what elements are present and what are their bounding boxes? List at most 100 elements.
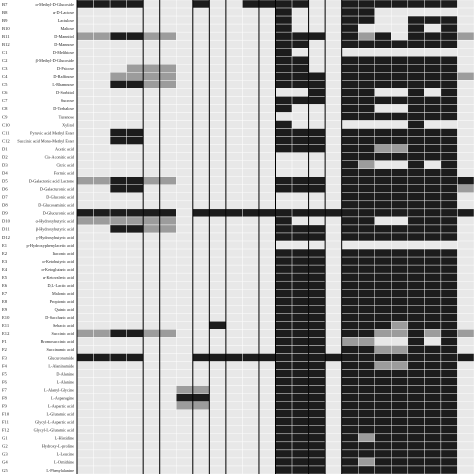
- heatmap-cell: [308, 465, 326, 474]
- heatmap-cell: [374, 7, 392, 17]
- heatmap-cell: [176, 176, 193, 185]
- heatmap-cell: [407, 232, 425, 242]
- heatmap-cell: [308, 104, 326, 113]
- heatmap-cell: [424, 80, 442, 89]
- heatmap-cell: [391, 48, 409, 57]
- heatmap-cell: [109, 264, 127, 274]
- heatmap-cell: [407, 152, 425, 161]
- heatmap-cell: [308, 136, 326, 145]
- heatmap-cell: [109, 88, 127, 97]
- row-code: E11: [2, 323, 10, 328]
- heatmap-cell: [308, 80, 326, 89]
- row-name: β-Hydroxybutyric acid: [36, 227, 75, 232]
- heatmap-cell: [76, 64, 94, 73]
- heatmap-cell: [291, 425, 309, 435]
- heatmap-cell: [275, 192, 293, 202]
- heatmap-cell: [192, 425, 210, 435]
- heatmap-cell: [358, 184, 375, 194]
- heatmap-cell: [76, 457, 94, 467]
- heatmap-cell: [225, 31, 243, 41]
- heatmap-cell: [192, 72, 210, 81]
- heatmap-cell: [291, 144, 309, 153]
- heatmap-cell: [275, 96, 293, 105]
- heatmap-cell: [407, 345, 425, 354]
- heatmap-cell: [93, 160, 111, 169]
- heatmap-cell: [242, 240, 260, 250]
- heatmap-cell: [440, 64, 458, 73]
- heatmap-cell: [308, 39, 326, 49]
- heatmap-cell: [258, 337, 276, 346]
- row-code: F5: [2, 371, 8, 376]
- heatmap-cell: [341, 56, 359, 65]
- heatmap-cell: [374, 361, 392, 370]
- heatmap-cell: [242, 112, 260, 121]
- heatmap-cell: [341, 425, 359, 435]
- heatmap-cell: [275, 256, 293, 266]
- heatmap-cell: [374, 345, 392, 354]
- heatmap-cell: [109, 128, 127, 137]
- heatmap-cell: [358, 0, 375, 9]
- heatmap-cell: [457, 56, 474, 65]
- heatmap-cell: [192, 15, 210, 25]
- heatmap-cell: [358, 96, 375, 105]
- heatmap-cell: [93, 345, 111, 354]
- heatmap-cell: [76, 144, 94, 153]
- heatmap-cell: [374, 385, 392, 394]
- heatmap-cell: [308, 120, 326, 129]
- heatmap-cell: [192, 120, 210, 129]
- heatmap-cell: [192, 168, 210, 177]
- heatmap-cell: [176, 104, 193, 113]
- heatmap-cell: [142, 425, 160, 435]
- heatmap-cell: [126, 192, 144, 202]
- row-code: G2: [2, 444, 8, 449]
- heatmap-cell: [374, 272, 392, 282]
- row-name: Glucuronamide: [48, 355, 74, 360]
- heatmap-cell: [457, 192, 474, 202]
- row-name: D-Galactonic acid Lactone: [29, 179, 74, 184]
- heatmap-cell: [242, 232, 260, 242]
- heatmap-cell: [142, 168, 160, 177]
- heatmap-cell: [209, 417, 227, 426]
- heatmap-cell: [440, 184, 458, 194]
- heatmap-cell: [457, 240, 474, 250]
- heatmap-cell: [142, 337, 160, 346]
- heatmap-cell: [358, 457, 375, 467]
- heatmap-cell: [142, 297, 160, 306]
- heatmap-cell: [142, 449, 160, 459]
- heatmap-cell: [209, 72, 227, 81]
- heatmap-cell: [225, 15, 243, 25]
- heatmap-cell: [126, 369, 144, 378]
- heatmap-cell: [126, 417, 144, 426]
- heatmap-cell: [176, 329, 193, 338]
- heatmap-cell: [308, 7, 326, 17]
- heatmap-cell: [209, 272, 227, 282]
- heatmap-cell: [424, 64, 442, 73]
- row-name: L-Aspartic acid: [48, 403, 75, 408]
- heatmap-cell: [142, 216, 160, 226]
- heatmap-cell: [275, 72, 293, 81]
- heatmap-cell: [374, 240, 392, 250]
- heatmap-cell: [192, 313, 210, 322]
- heatmap-cell: [209, 136, 227, 145]
- heatmap-cell: [341, 39, 359, 49]
- heatmap-cell: [308, 232, 326, 242]
- row-code: E2: [2, 251, 8, 256]
- heatmap-cell: [93, 425, 111, 435]
- heatmap-cell: [225, 216, 243, 226]
- heatmap-cell: [76, 401, 94, 410]
- heatmap-cell: [324, 128, 342, 137]
- heatmap-cell: [93, 433, 111, 443]
- heatmap-cell: [291, 280, 309, 290]
- heatmap-cell: [391, 264, 409, 274]
- heatmap-cell: [109, 15, 127, 25]
- heatmap-cell: [407, 305, 425, 314]
- heatmap-cell: [457, 112, 474, 121]
- heatmap-cell: [424, 264, 442, 274]
- heatmap-cell: [142, 441, 160, 451]
- heatmap-cell: [109, 248, 127, 258]
- heatmap-cell: [324, 337, 342, 346]
- heatmap-cell: [424, 0, 442, 9]
- heatmap-cell: [358, 361, 375, 370]
- heatmap-cell: [374, 104, 392, 113]
